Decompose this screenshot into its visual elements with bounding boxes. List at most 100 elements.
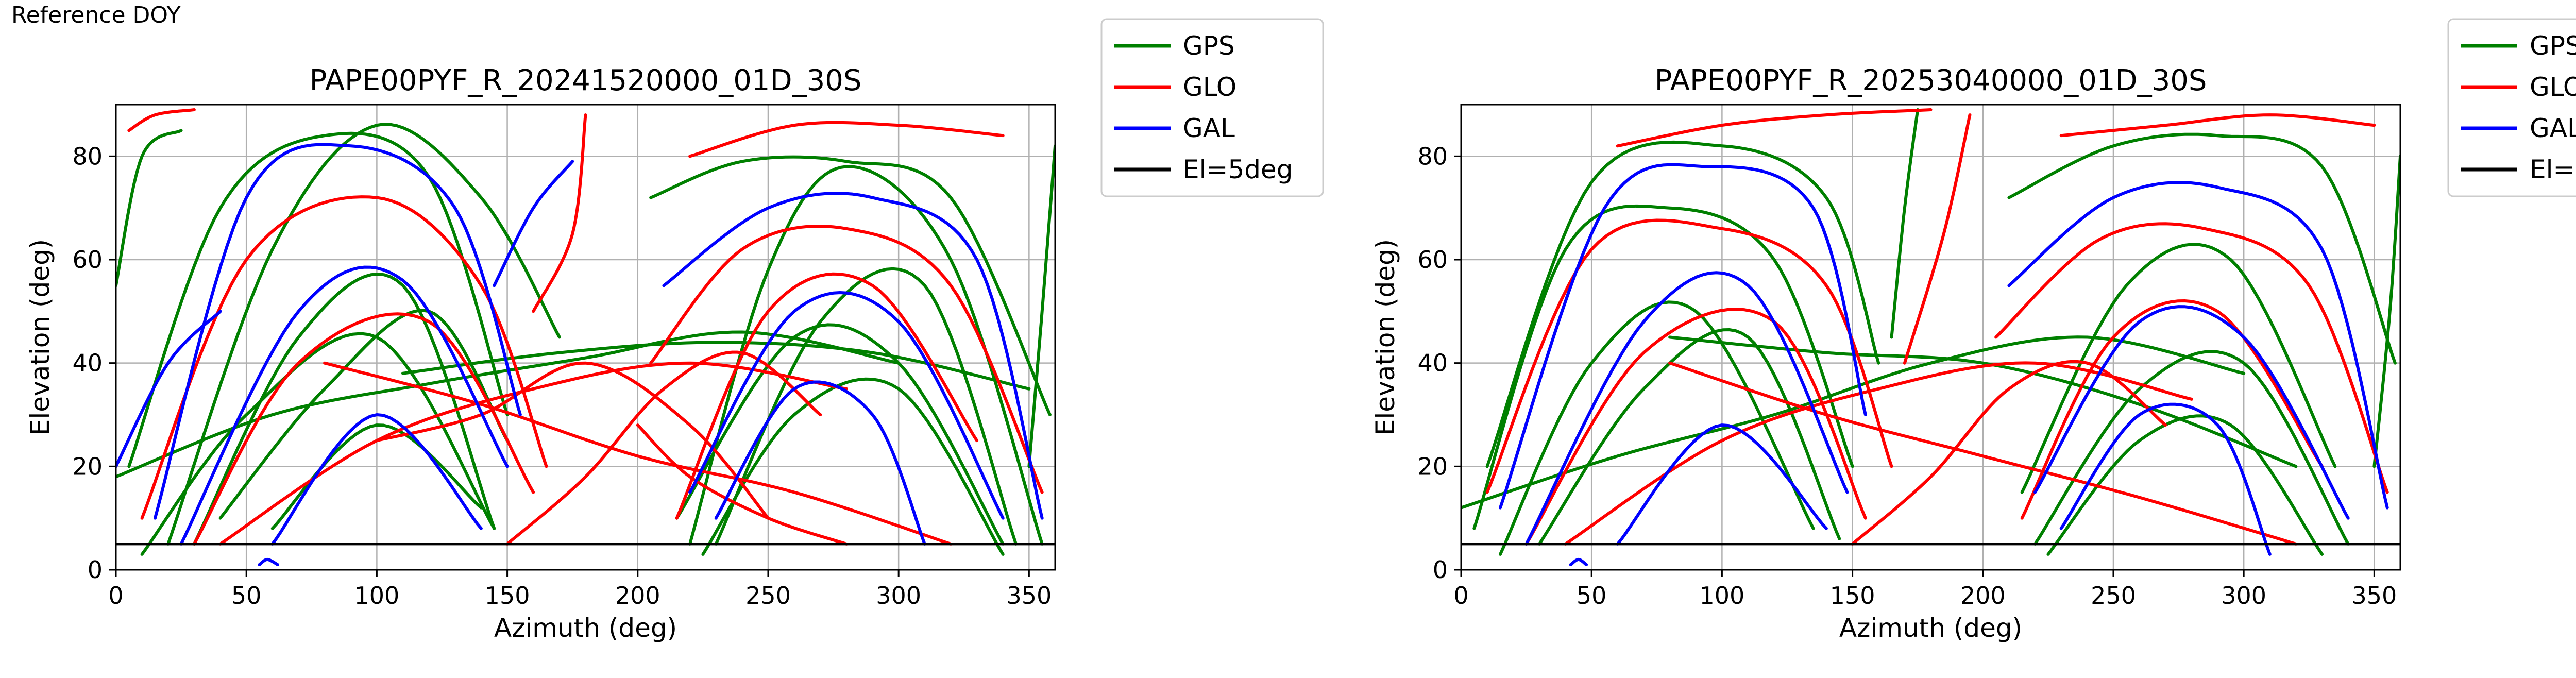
x-tick-label: 250 <box>2091 582 2136 609</box>
satellite-track <box>1461 335 2246 510</box>
satellite-track <box>1903 113 1972 365</box>
satellite-track <box>1569 557 1588 566</box>
satellite-track <box>2033 305 2350 520</box>
axes-frame <box>115 104 1056 571</box>
satellite-track <box>1668 361 2298 546</box>
satellite-track <box>270 413 483 546</box>
satellite-track <box>2372 155 2400 468</box>
satellite-track <box>218 309 509 520</box>
legend-label: El=5deg <box>1183 155 1293 184</box>
satellite-track <box>505 350 822 546</box>
y-tick-label: 40 <box>72 349 103 377</box>
satellite-track <box>1890 108 1920 339</box>
satellite-track <box>1524 271 1849 546</box>
satellite-track <box>1851 360 2167 546</box>
satellite-track <box>375 361 770 520</box>
satellite-track <box>2046 414 2324 556</box>
y-tick-label: 60 <box>1417 246 1448 274</box>
legend-label: GPS <box>1183 31 1235 61</box>
chart-title: PAPE00PYF_R_20241520000_01D_30S <box>310 64 862 97</box>
satellite-track <box>2059 402 2272 556</box>
satellite-track <box>258 557 279 566</box>
satellite-track <box>2033 350 2350 546</box>
satellite-track <box>1616 423 1828 546</box>
legend-label: GLO <box>1183 72 1236 102</box>
satellite-track <box>1472 204 1854 530</box>
series-glo <box>127 108 1044 546</box>
y-tick-label: 20 <box>72 452 103 480</box>
satellite-track <box>714 267 1018 546</box>
x-tick-label: 300 <box>2221 582 2266 609</box>
satellite-track <box>649 225 1044 494</box>
satellite-track <box>1499 300 1815 556</box>
series-gps <box>1461 108 2400 556</box>
legend-box <box>1100 18 1324 197</box>
legend-box <box>2447 18 2576 197</box>
x-tick-label: 100 <box>1699 582 1744 609</box>
legend-label: El=5deg <box>2530 155 2576 184</box>
reference-doy-label: Reference DOY <box>11 2 181 28</box>
legend-label: GAL <box>2530 113 2576 143</box>
satellite-track <box>218 361 848 546</box>
satellite-track <box>140 332 496 556</box>
satellite-track <box>493 160 574 287</box>
satellite-track <box>1994 222 2389 494</box>
x-tick-label: 50 <box>231 582 262 609</box>
satellite-track <box>2007 132 2397 365</box>
plot-area <box>1461 108 2400 566</box>
satellite-track <box>2059 113 2376 138</box>
satellite-track <box>192 273 496 546</box>
satellite-track <box>401 341 1031 391</box>
x-tick-label: 50 <box>1577 582 1607 609</box>
satellite-track <box>1485 140 1880 468</box>
satellite-track <box>140 195 548 520</box>
satellite-track <box>154 143 522 520</box>
x-tick-label: 250 <box>745 582 791 609</box>
series-gal <box>1499 163 2389 566</box>
x-tick-label: 200 <box>1960 582 2006 609</box>
x-tick-label: 350 <box>1006 582 1052 609</box>
y-axis-label: Elevation (deg) <box>1370 239 1400 435</box>
x-axis-label: Azimuth (deg) <box>1839 613 2022 643</box>
plot-area <box>116 108 1055 566</box>
satellite-track <box>675 323 1005 546</box>
satellite-track <box>1668 335 2298 468</box>
satellite-track <box>2007 181 2389 510</box>
y-tick-label: 0 <box>88 556 103 584</box>
satellite-track <box>2020 243 2337 494</box>
satellite-track <box>192 312 535 546</box>
x-tick-label: 150 <box>485 582 530 609</box>
satellite-track <box>1485 218 1893 494</box>
chart-title: PAPE00PYF_R_20253040000_01D_30S <box>1655 64 2207 97</box>
y-tick-label: 40 <box>1417 349 1448 377</box>
legend-label: GLO <box>2530 72 2576 102</box>
y-tick-label: 0 <box>1433 556 1448 584</box>
satellite-track <box>532 113 587 313</box>
satellite-track <box>1027 144 1055 468</box>
satellite-track <box>127 108 196 132</box>
legend-label: GAL <box>1183 113 1235 143</box>
x-tick-label: 200 <box>615 582 660 609</box>
x-tick-label: 350 <box>2351 582 2397 609</box>
satellite-track <box>1616 108 1933 148</box>
y-tick-label: 60 <box>72 246 103 274</box>
satellite-track <box>649 155 1052 416</box>
chart-panel-1: 0 50 100 150 200 250 300 350 0 20 40 60 80 PAPE00PYF_… <box>25 18 1324 643</box>
satellite-track <box>2020 299 2324 520</box>
x-tick-label: 300 <box>876 582 921 609</box>
legend: GPS GLO GAL El=5deg <box>1100 18 1324 197</box>
x-tick-label: 0 <box>108 582 123 609</box>
x-tick-label: 150 <box>1830 582 1875 609</box>
satellite-track <box>166 123 561 546</box>
x-axis-label: Azimuth (deg) <box>494 613 677 643</box>
y-tick-label: 80 <box>72 142 103 170</box>
satellite-track <box>675 272 979 520</box>
x-tick-label: 0 <box>1453 582 1468 609</box>
axes-frame <box>1460 104 2401 571</box>
y-axis-label: Elevation (deg) <box>25 239 55 435</box>
satellite-track <box>662 192 1044 520</box>
satellite-track <box>116 310 222 468</box>
satellite-track <box>714 380 926 546</box>
series-glo <box>1485 108 2389 546</box>
